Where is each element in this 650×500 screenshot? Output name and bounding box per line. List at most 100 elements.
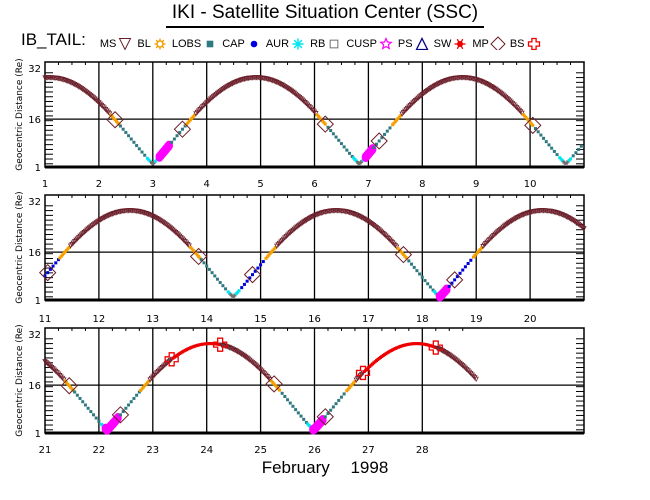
data-point-lobs (56, 258, 60, 262)
circle-filled-icon (250, 40, 258, 48)
data-point (190, 247, 194, 251)
data-point-ms (311, 109, 318, 115)
data-point-ms (57, 373, 63, 379)
x-tick-label: 25 (254, 445, 267, 456)
data-point-lobs (286, 398, 290, 402)
data-point (353, 380, 357, 384)
x-tick-label: 4 (204, 179, 210, 190)
magnetopause-marker (164, 352, 179, 367)
x-tick-label: 7 (365, 179, 371, 190)
data-point-ms (92, 96, 98, 102)
data-point-lobs (423, 279, 427, 283)
data-point-ms (175, 232, 182, 238)
x-tick-label: 1 (42, 179, 48, 190)
data-point (195, 253, 199, 257)
data-point-ms (264, 374, 270, 380)
data-point (143, 384, 147, 388)
data-point (114, 119, 118, 123)
data-point (237, 289, 241, 293)
data-point (265, 255, 269, 259)
y-axis-label: Geocentric Distance (Re) (15, 58, 25, 170)
bow-shock-marker (173, 120, 192, 138)
data-point-ms (50, 366, 56, 372)
data-point-lobs (450, 281, 454, 285)
data-point-ms (104, 108, 110, 114)
data-point (66, 382, 70, 386)
bow-shock-marker (60, 377, 78, 395)
month-label: February (261, 458, 330, 477)
data-point-lobs (342, 392, 346, 396)
data-point-ms (462, 365, 469, 372)
data-point-ms (263, 372, 269, 379)
data-point-ms (58, 374, 64, 380)
data-point (403, 254, 407, 258)
y-tick-label: 16 (28, 248, 41, 259)
data-point (269, 250, 273, 254)
data-point-ms (46, 362, 52, 368)
diamond-open-icon (490, 36, 506, 50)
x-tick-label: 8 (419, 179, 425, 190)
data-point-lobs (458, 271, 462, 275)
x-tick-label: 5 (257, 179, 263, 190)
data-point-lobs (207, 267, 211, 271)
x-tick-label: 6 (311, 179, 317, 190)
data-point-lobs (428, 285, 432, 289)
data-point-lobs (555, 153, 559, 157)
data-point-ms (177, 233, 183, 240)
data-point-ms (511, 102, 517, 108)
sun-icon (154, 38, 166, 50)
data-point-lobs (183, 124, 187, 128)
data-point-lobs (329, 408, 333, 412)
data-point (186, 121, 190, 125)
data-point-ms (381, 232, 388, 238)
data-point-ms (259, 368, 265, 374)
legend-item-bl: BL (137, 36, 167, 50)
data-point-ms (505, 97, 512, 103)
year-label: 1998 (350, 458, 389, 477)
data-point-lobs (533, 127, 537, 131)
data-point-lobs (345, 148, 349, 152)
data-point (346, 387, 350, 391)
data-point (140, 387, 144, 391)
y-tick-label: 32 (28, 197, 41, 208)
data-point (350, 383, 354, 387)
data-point-lobs (137, 147, 141, 151)
data-point-ms (508, 99, 514, 106)
data-point-ms (252, 362, 258, 368)
data-point-lobs (248, 276, 252, 280)
data-point (144, 382, 148, 386)
data-point-ms (473, 376, 479, 383)
y-tick-label: 1 (35, 163, 41, 174)
data-point (117, 122, 121, 126)
data-point-ms (385, 236, 392, 242)
data-point-ms (171, 228, 178, 235)
data-point (524, 116, 528, 120)
data-point-lobs (412, 265, 416, 269)
legend-label: LOBS (171, 38, 202, 50)
data-point-lobs (43, 274, 47, 278)
x-tick-label: 2 (96, 179, 102, 190)
data-point-ms (105, 109, 111, 116)
data-point-lobs (447, 284, 451, 288)
x-tick-label: 22 (93, 445, 106, 456)
data-point (558, 156, 562, 160)
data-point-lobs (296, 411, 300, 415)
data-point-lobs (127, 403, 131, 407)
data-point-lobs (536, 130, 540, 134)
data-point-lobs (81, 400, 85, 404)
data-point-ms (93, 97, 99, 104)
x-tick-label: 14 (200, 314, 213, 325)
data-point (477, 249, 481, 253)
data-point-ms (305, 102, 311, 108)
magnetopause-marker (213, 337, 228, 352)
data-point-ms (379, 229, 385, 236)
data-point-lobs (202, 261, 206, 265)
data-point-lobs (283, 394, 287, 398)
data-point (473, 254, 477, 258)
data-point-ms (302, 100, 308, 106)
x-tick-label: 27 (362, 445, 375, 456)
data-point-lobs (339, 395, 343, 399)
data-point-ms (181, 237, 187, 244)
data-point-lobs (175, 134, 179, 138)
